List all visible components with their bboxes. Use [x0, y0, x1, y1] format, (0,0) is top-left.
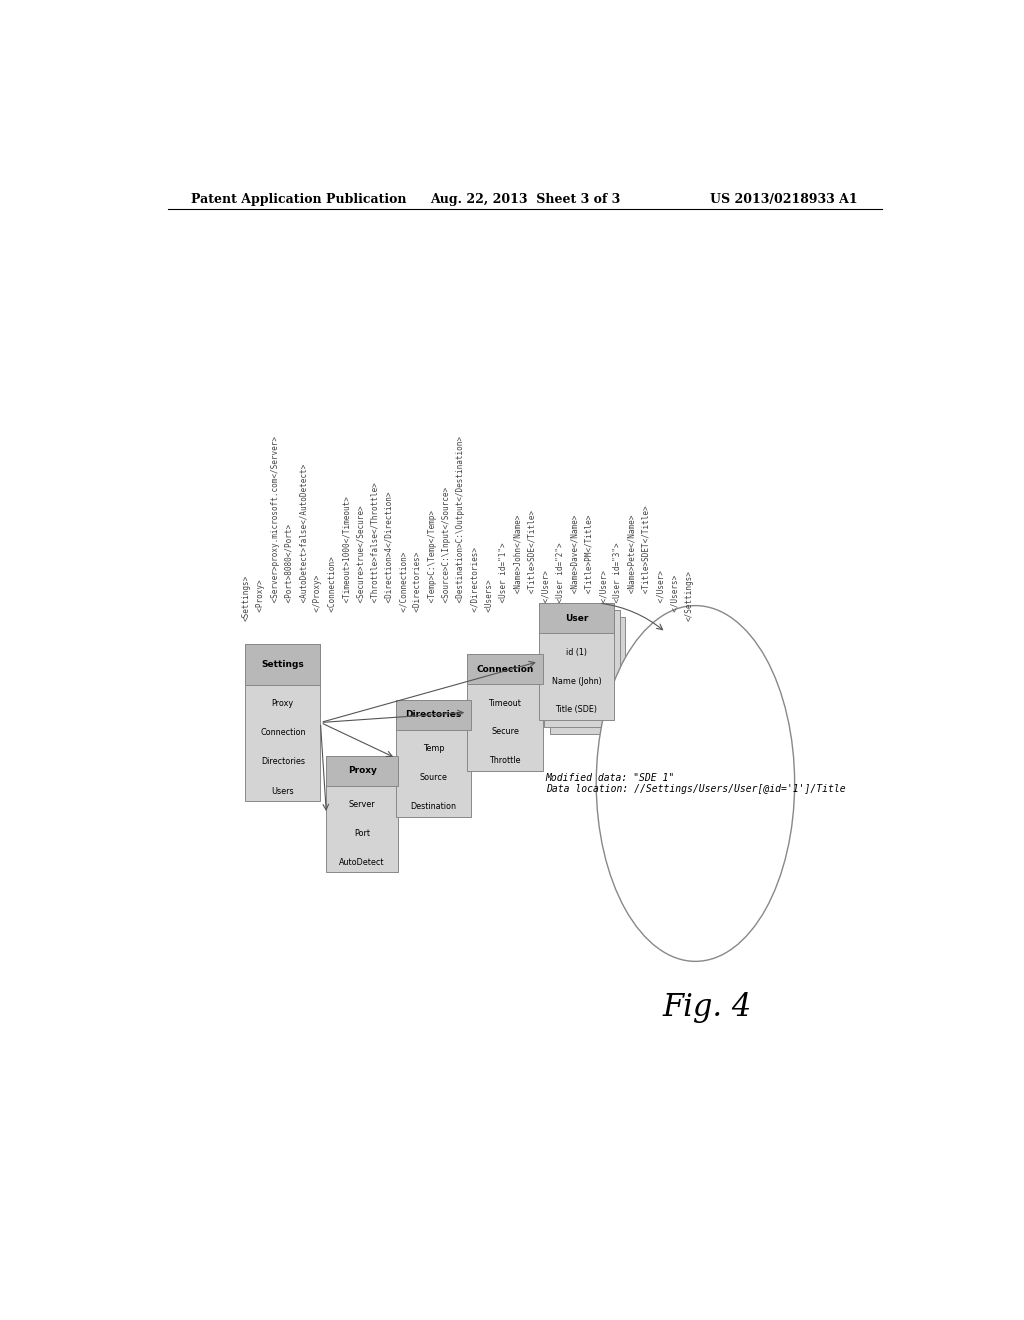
- Text: Settings: Settings: [261, 660, 304, 669]
- Text: Source: Source: [420, 774, 447, 781]
- Text: <Timeout>1000</Timeout>: <Timeout>1000</Timeout>: [342, 496, 351, 620]
- FancyBboxPatch shape: [327, 755, 397, 785]
- Text: </Users>: </Users>: [671, 574, 680, 620]
- Text: <Directories>: <Directories>: [414, 552, 423, 620]
- Text: Timeout: Timeout: [488, 698, 521, 708]
- FancyBboxPatch shape: [544, 610, 620, 727]
- Text: Aug. 22, 2013  Sheet 3 of 3: Aug. 22, 2013 Sheet 3 of 3: [430, 193, 620, 206]
- FancyBboxPatch shape: [245, 644, 321, 685]
- Text: Connection: Connection: [260, 729, 305, 738]
- Text: Destination: Destination: [411, 803, 457, 810]
- Text: Modified data: "SDE 1"
Data location: //Settings/Users/User[@id='1']/Title: Modified data: "SDE 1" Data location: //…: [546, 772, 845, 795]
- Text: <Direction>4</Direction>: <Direction>4</Direction>: [385, 491, 394, 620]
- Text: </User>: </User>: [656, 570, 666, 620]
- FancyBboxPatch shape: [327, 755, 397, 873]
- Text: <Destination>C:\Output</Destination>: <Destination>C:\Output</Destination>: [457, 436, 465, 620]
- FancyBboxPatch shape: [245, 644, 321, 801]
- Text: Proxy: Proxy: [271, 700, 294, 708]
- Text: <Secure>true</Secure>: <Secure>true</Secure>: [356, 506, 366, 620]
- Text: <Server>proxy.microsoft.com</Server>: <Server>proxy.microsoft.com</Server>: [270, 436, 280, 620]
- FancyBboxPatch shape: [396, 700, 471, 730]
- Text: <Name>Dave</Name>: <Name>Dave</Name>: [570, 515, 580, 620]
- Text: </User>: </User>: [599, 570, 608, 620]
- Text: Secure: Secure: [492, 727, 519, 737]
- FancyBboxPatch shape: [467, 653, 543, 684]
- Text: </Connection>: </Connection>: [399, 552, 409, 620]
- FancyBboxPatch shape: [539, 603, 614, 634]
- Text: <Proxy>: <Proxy>: [256, 579, 265, 620]
- Text: <Name>Pete</Name>: <Name>Pete</Name>: [628, 515, 637, 620]
- Text: AutoDetect: AutoDetect: [339, 858, 385, 867]
- Text: Port: Port: [354, 829, 370, 838]
- Text: <User id="1">: <User id="1">: [499, 543, 508, 620]
- Text: Users: Users: [271, 787, 294, 796]
- Text: Throttle: Throttle: [489, 756, 521, 766]
- Text: User: User: [564, 614, 588, 623]
- Text: Name (John): Name (John): [552, 677, 601, 685]
- Text: <User id="3">: <User id="3">: [613, 543, 623, 620]
- Text: Title (SDE): Title (SDE): [555, 705, 597, 714]
- Text: </Directories>: </Directories>: [471, 546, 479, 620]
- FancyBboxPatch shape: [550, 618, 626, 734]
- Text: <User id="2">: <User id="2">: [556, 543, 565, 620]
- Text: <Port>8080</Port>: <Port>8080</Port>: [285, 524, 294, 620]
- Ellipse shape: [596, 606, 795, 961]
- Text: <Name>John</Name>: <Name>John</Name>: [513, 515, 522, 620]
- Text: Patent Application Publication: Patent Application Publication: [191, 193, 407, 206]
- Text: <Throttle>false</Throttle>: <Throttle>false</Throttle>: [371, 482, 380, 620]
- Text: <Temp>C:\Temp</Temp>: <Temp>C:\Temp</Temp>: [428, 510, 436, 620]
- Text: <AutoDetect>false</AutoDetect>: <AutoDetect>false</AutoDetect>: [299, 463, 308, 620]
- Text: Directories: Directories: [406, 710, 462, 719]
- Text: Proxy: Proxy: [348, 766, 377, 775]
- Text: Temp: Temp: [423, 744, 444, 754]
- Text: <Connection>: <Connection>: [328, 556, 337, 620]
- Text: US 2013/0218933 A1: US 2013/0218933 A1: [711, 193, 858, 206]
- FancyBboxPatch shape: [396, 700, 471, 817]
- Text: Fig. 4: Fig. 4: [663, 991, 752, 1023]
- Text: </Proxy>: </Proxy>: [313, 574, 323, 620]
- Text: </User>: </User>: [542, 570, 551, 620]
- FancyBboxPatch shape: [539, 603, 614, 719]
- Text: <Title>SDET</Title>: <Title>SDET</Title>: [642, 506, 651, 620]
- Text: <Settings>: <Settings>: [242, 574, 251, 620]
- Text: <Users>: <Users>: [484, 579, 494, 620]
- Text: <Title>SDE</Title>: <Title>SDE</Title>: [527, 510, 537, 620]
- FancyBboxPatch shape: [467, 653, 543, 771]
- Text: id (1): id (1): [566, 648, 587, 657]
- Text: <Title>PM</Title>: <Title>PM</Title>: [585, 515, 594, 620]
- Text: Server: Server: [349, 800, 376, 809]
- Text: Directories: Directories: [261, 758, 305, 767]
- Text: </Settings>: </Settings>: [685, 570, 694, 620]
- Text: Connection: Connection: [476, 664, 534, 673]
- Text: <Source>C:\Input</Source>: <Source>C:\Input</Source>: [442, 487, 451, 620]
